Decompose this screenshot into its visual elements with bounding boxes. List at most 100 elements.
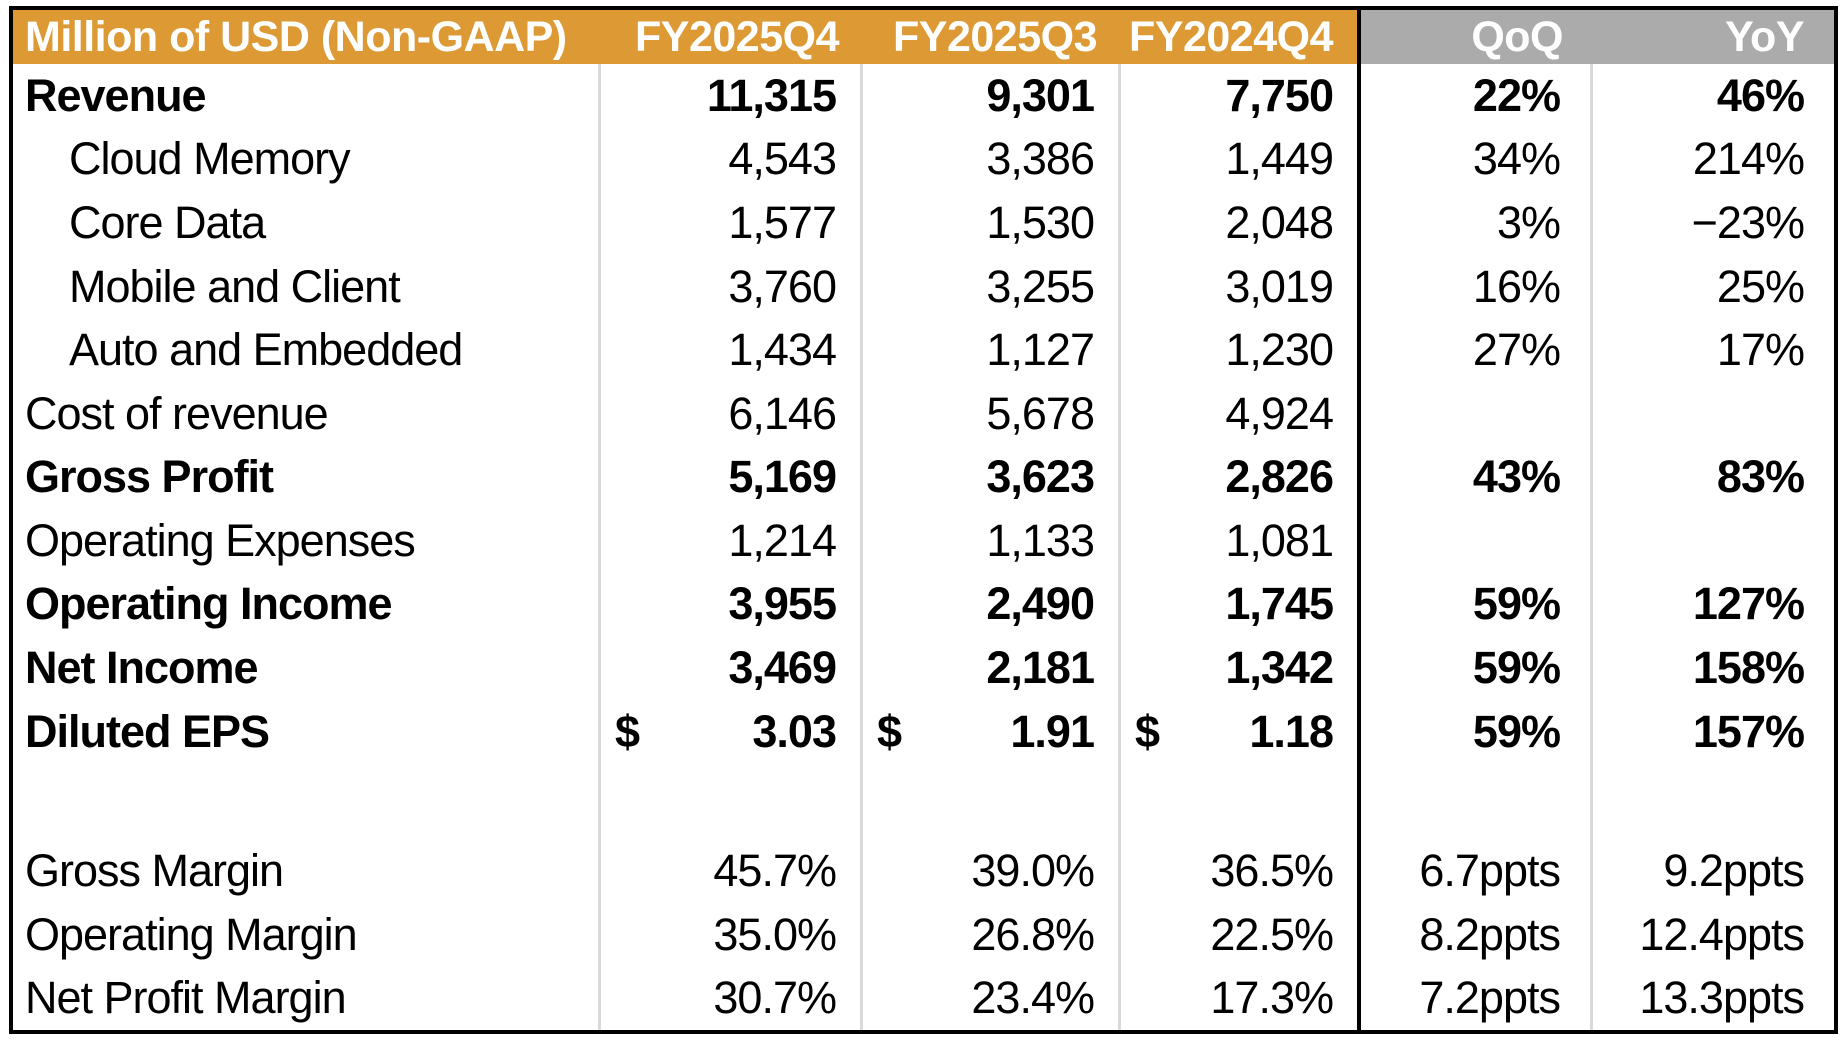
value-cell-fy2024q4: 1,745 [1121, 572, 1361, 637]
row-label: Operating Margin [13, 902, 601, 967]
value-cell-fy2025q3: 3,255 [863, 254, 1121, 319]
value-cell-fy2025q3: 3,623 [863, 445, 1121, 510]
row-label: Diluted EPS [13, 699, 601, 764]
qoq-cell: 8.2ppts [1361, 902, 1593, 967]
value-cell-fy2025q3 [863, 763, 1121, 840]
value-cell-fy2025q4: $3.03 [601, 699, 863, 764]
value-cell-fy2024q4: 1,449 [1121, 127, 1361, 192]
value-cell-fy2025q4: 35.0% [601, 902, 863, 967]
value-cell-fy2025q4: 3,760 [601, 254, 863, 319]
value-cell-fy2024q4: 36.5% [1121, 839, 1361, 903]
yoy-cell: 127% [1692, 578, 1805, 630]
value-cell-fy2025q4: 1,577 [601, 191, 863, 255]
value-cell-fy2025q4: 30.7% [601, 966, 863, 1031]
row-label: Cloud Memory [13, 127, 601, 192]
value-cell-fy2025q3: 5,678 [863, 381, 1121, 446]
value-cell-fy2024q4: 3,019 [1121, 254, 1361, 319]
yoy-cell [1593, 382, 1834, 446]
row-label: Gross Profit [13, 445, 601, 510]
row-label: Gross Margin [13, 839, 601, 903]
value-cell-fy2024q4: 17.3% [1121, 966, 1361, 1031]
table-row: Diluted EPS $3.03 $1.91 $1.18 59% 157% [13, 699, 1834, 764]
qoq-cell: 7.2ppts [1361, 966, 1593, 1031]
row-label: Core Data [13, 191, 601, 255]
value-cell-fy2024q4: 4,924 [1121, 381, 1361, 446]
row-label [13, 763, 601, 840]
yoy-cell: 158% [1692, 641, 1805, 693]
value-text: 1.91 [1010, 705, 1095, 757]
value-cell-fy2025q3: $1.91 [863, 699, 1121, 764]
value-cell-fy2024q4: 1,342 [1121, 636, 1361, 700]
table-row: Revenue 11,315 9,301 7,750 22% 46% [13, 64, 1834, 128]
qoq-cell [1361, 509, 1593, 573]
qoq-cell: 43% [1361, 445, 1593, 510]
value-cell-fy2024q4: 22.5% [1121, 902, 1361, 967]
yoy-cell: −23% [1691, 196, 1805, 248]
qoq-cell: 6.7ppts [1361, 839, 1593, 903]
value-cell-fy2024q4: 1,081 [1121, 509, 1361, 573]
yoy-cell [1593, 763, 1834, 839]
header-col-qoq: QoQ [1361, 10, 1593, 64]
header-row: Million of USD (Non-GAAP) FY2025Q4 FY202… [13, 10, 1834, 64]
value-cell-fy2025q4: 6,146 [601, 381, 863, 446]
header-col-fy2025q4: FY2025Q4 [601, 10, 863, 64]
row-label: Net Income [13, 636, 601, 700]
value-cell-fy2025q4: 4,543 [601, 127, 863, 192]
value-cell-fy2024q4 [1121, 763, 1361, 840]
yoy-cell: 46% [1716, 69, 1805, 121]
row-label: Revenue [13, 64, 601, 128]
value-cell-fy2025q4: 3,469 [601, 636, 863, 700]
table-row: Net Income 3,469 2,181 1,342 59% 158% [13, 636, 1834, 700]
qoq-cell: 16% [1361, 254, 1593, 319]
qoq-cell: 22% [1361, 64, 1593, 128]
row-label: Mobile and Client [13, 254, 601, 319]
value-text: 1.18 [1249, 705, 1334, 757]
value-cell-fy2025q4: 3,955 [601, 572, 863, 637]
qoq-cell: 3% [1361, 191, 1593, 255]
yoy-cell: 9.2ppts [1663, 845, 1805, 897]
qoq-cell: 34% [1361, 127, 1593, 192]
yoy-cell: 12.4ppts [1639, 908, 1805, 960]
qoq-cell: 59% [1361, 699, 1593, 764]
value-cell-fy2025q4: 11,315 [601, 64, 863, 128]
table-row: Gross Profit 5,169 3,623 2,826 43% 83% [13, 445, 1834, 510]
table-row: Mobile and Client 3,760 3,255 3,019 16% 25% [13, 254, 1834, 319]
qoq-cell: 27% [1361, 318, 1593, 382]
yoy-cell: 157% [1692, 705, 1805, 757]
yoy-cell: 83% [1716, 451, 1805, 503]
value-cell-fy2025q3: 9,301 [863, 64, 1121, 128]
value-cell-fy2025q4: 1,434 [601, 318, 863, 382]
value-cell-fy2025q4: 5,169 [601, 445, 863, 510]
yoy-cell: 17% [1716, 324, 1805, 376]
value-cell-fy2025q4: 45.7% [601, 839, 863, 903]
value-cell-fy2024q4: 2,048 [1121, 191, 1361, 255]
row-label: Operating Income [13, 572, 601, 637]
currency-symbol: $ [877, 705, 902, 757]
value-cell-fy2025q3: 2,181 [863, 636, 1121, 700]
qoq-cell: 59% [1361, 636, 1593, 700]
row-label: Operating Expenses [13, 509, 601, 573]
table-row: Operating Income 3,955 2,490 1,745 59% 127% [13, 572, 1834, 637]
value-cell-fy2025q3: 39.0% [863, 839, 1121, 903]
header-col-fy2024q4: FY2024Q4 [1121, 10, 1361, 64]
value-cell-fy2025q3: 2,490 [863, 572, 1121, 637]
value-cell-fy2024q4: $1.18 [1121, 699, 1361, 764]
table-row: Net Profit Margin 30.7% 23.4% 17.3% 7.2ppts 1… [13, 966, 1834, 1031]
value-text: 3.03 [752, 705, 837, 757]
spacer-row [13, 763, 1834, 840]
value-cell-fy2024q4: 2,826 [1121, 445, 1361, 510]
value-cell-fy2025q3: 3,386 [863, 127, 1121, 192]
value-cell-fy2025q4: 1,214 [601, 509, 863, 573]
table-row: Gross Margin 45.7% 39.0% 36.5% 6.7ppts 9.2ppt… [13, 839, 1834, 903]
qoq-cell [1361, 763, 1593, 840]
row-label: Auto and Embedded [13, 318, 601, 382]
value-cell-fy2025q3: 1,530 [863, 191, 1121, 255]
yoy-cell [1593, 509, 1834, 573]
table-row: Operating Margin 35.0% 26.8% 22.5% 8.2ppts 12… [13, 902, 1834, 967]
header-col-fy2025q3: FY2025Q3 [863, 10, 1121, 64]
yoy-cell: 214% [1692, 133, 1805, 185]
table-row: Cloud Memory 4,543 3,386 1,449 34% 214% [13, 127, 1834, 192]
qoq-cell [1361, 381, 1593, 446]
value-cell-fy2025q3: 26.8% [863, 902, 1121, 967]
yoy-cell: 25% [1716, 260, 1805, 312]
